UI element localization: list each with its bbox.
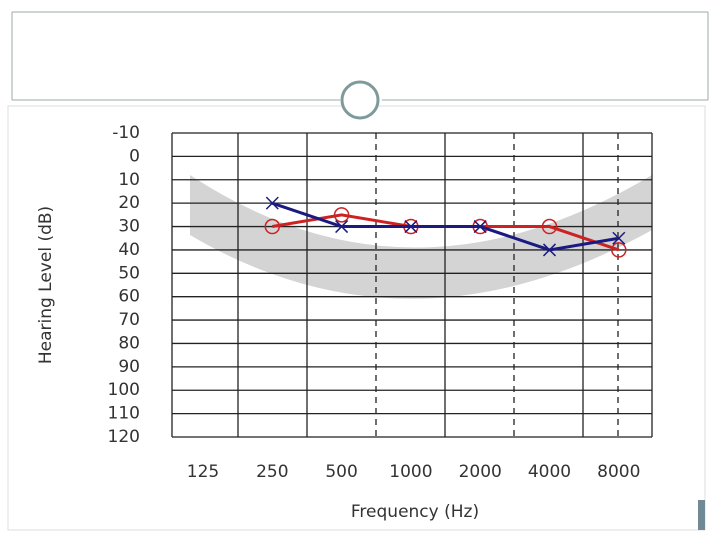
y-tick-label: 120 [108, 427, 140, 447]
frame-strip [698, 500, 705, 530]
y-axis-label: Hearing Level (dB) [36, 206, 56, 364]
y-tick-label: 0 [129, 146, 140, 166]
x-tick-label: 2000 [459, 462, 502, 482]
y-tick-label: 90 [118, 357, 140, 377]
point-marker [612, 231, 626, 245]
point-marker [541, 218, 558, 235]
y-tick-label: 40 [118, 240, 140, 260]
y-tick-label: 20 [118, 193, 140, 213]
y-tick-label: -10 [112, 123, 140, 143]
y-tick-label: 110 [108, 404, 140, 424]
series-line [271, 201, 620, 252]
point-marker [335, 220, 349, 234]
x-tick-label: 8000 [597, 462, 640, 482]
vertical-grid [171, 133, 653, 437]
x-tick-label: 1000 [389, 462, 432, 482]
point-marker [473, 220, 487, 234]
image-frame [7, 105, 706, 531]
point-marker [264, 218, 281, 235]
x-tick-label: 500 [325, 462, 357, 482]
point-marker [333, 207, 350, 223]
y-tick-label: 80 [118, 333, 140, 353]
frame-circle [340, 80, 380, 120]
speech-banana [190, 175, 652, 299]
point-marker [542, 243, 557, 257]
x-tick-label: 250 [256, 462, 288, 482]
y-tick-label: 10 [118, 170, 140, 190]
point-marker [611, 242, 627, 258]
x-axis-label: Frequency (Hz) [351, 502, 479, 522]
y-tick-label: 30 [118, 217, 140, 237]
point-marker [404, 220, 418, 234]
y-tick-label: 50 [118, 263, 140, 283]
x-tick-label: 125 [187, 462, 219, 482]
point-marker [265, 196, 279, 210]
y-tick-label: 60 [118, 287, 140, 307]
x-tick-label: 4000 [528, 462, 571, 482]
y-tick-label: 100 [108, 380, 140, 400]
y-tick-label: 70 [118, 310, 140, 330]
